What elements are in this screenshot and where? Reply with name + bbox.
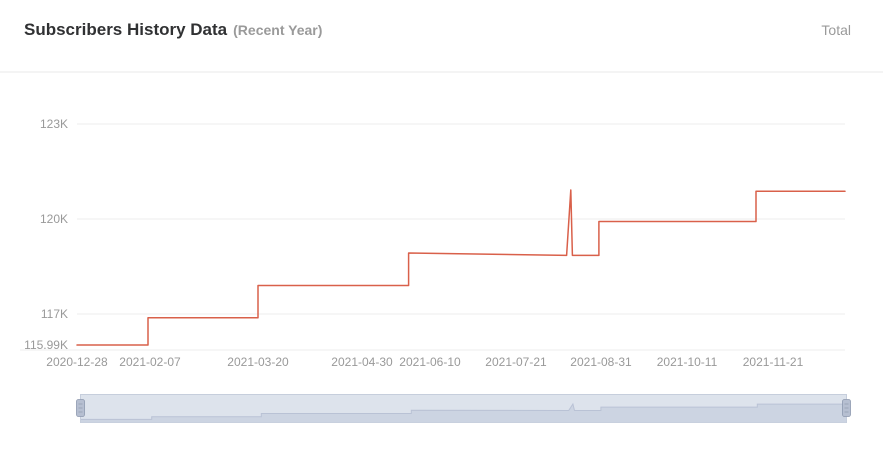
svg-text:2021-03-20: 2021-03-20 [227, 355, 289, 369]
svg-text:117K: 117K [41, 307, 68, 321]
svg-text:2021-11-21: 2021-11-21 [743, 355, 804, 369]
svg-text:123K: 123K [40, 117, 68, 131]
svg-text:2021-04-30: 2021-04-30 [331, 355, 393, 369]
svg-text:2021-08-31: 2021-08-31 [570, 355, 632, 369]
svg-text:2021-06-10: 2021-06-10 [399, 355, 461, 369]
svg-text:2020-12-28: 2020-12-28 [46, 355, 108, 369]
svg-text:2021-07-21: 2021-07-21 [485, 355, 547, 369]
svg-text:2021-02-07: 2021-02-07 [119, 355, 181, 369]
svg-text:115.99K: 115.99K [24, 338, 68, 352]
svg-text:2021-10-11: 2021-10-11 [657, 355, 718, 369]
svg-text:120K: 120K [40, 212, 68, 226]
